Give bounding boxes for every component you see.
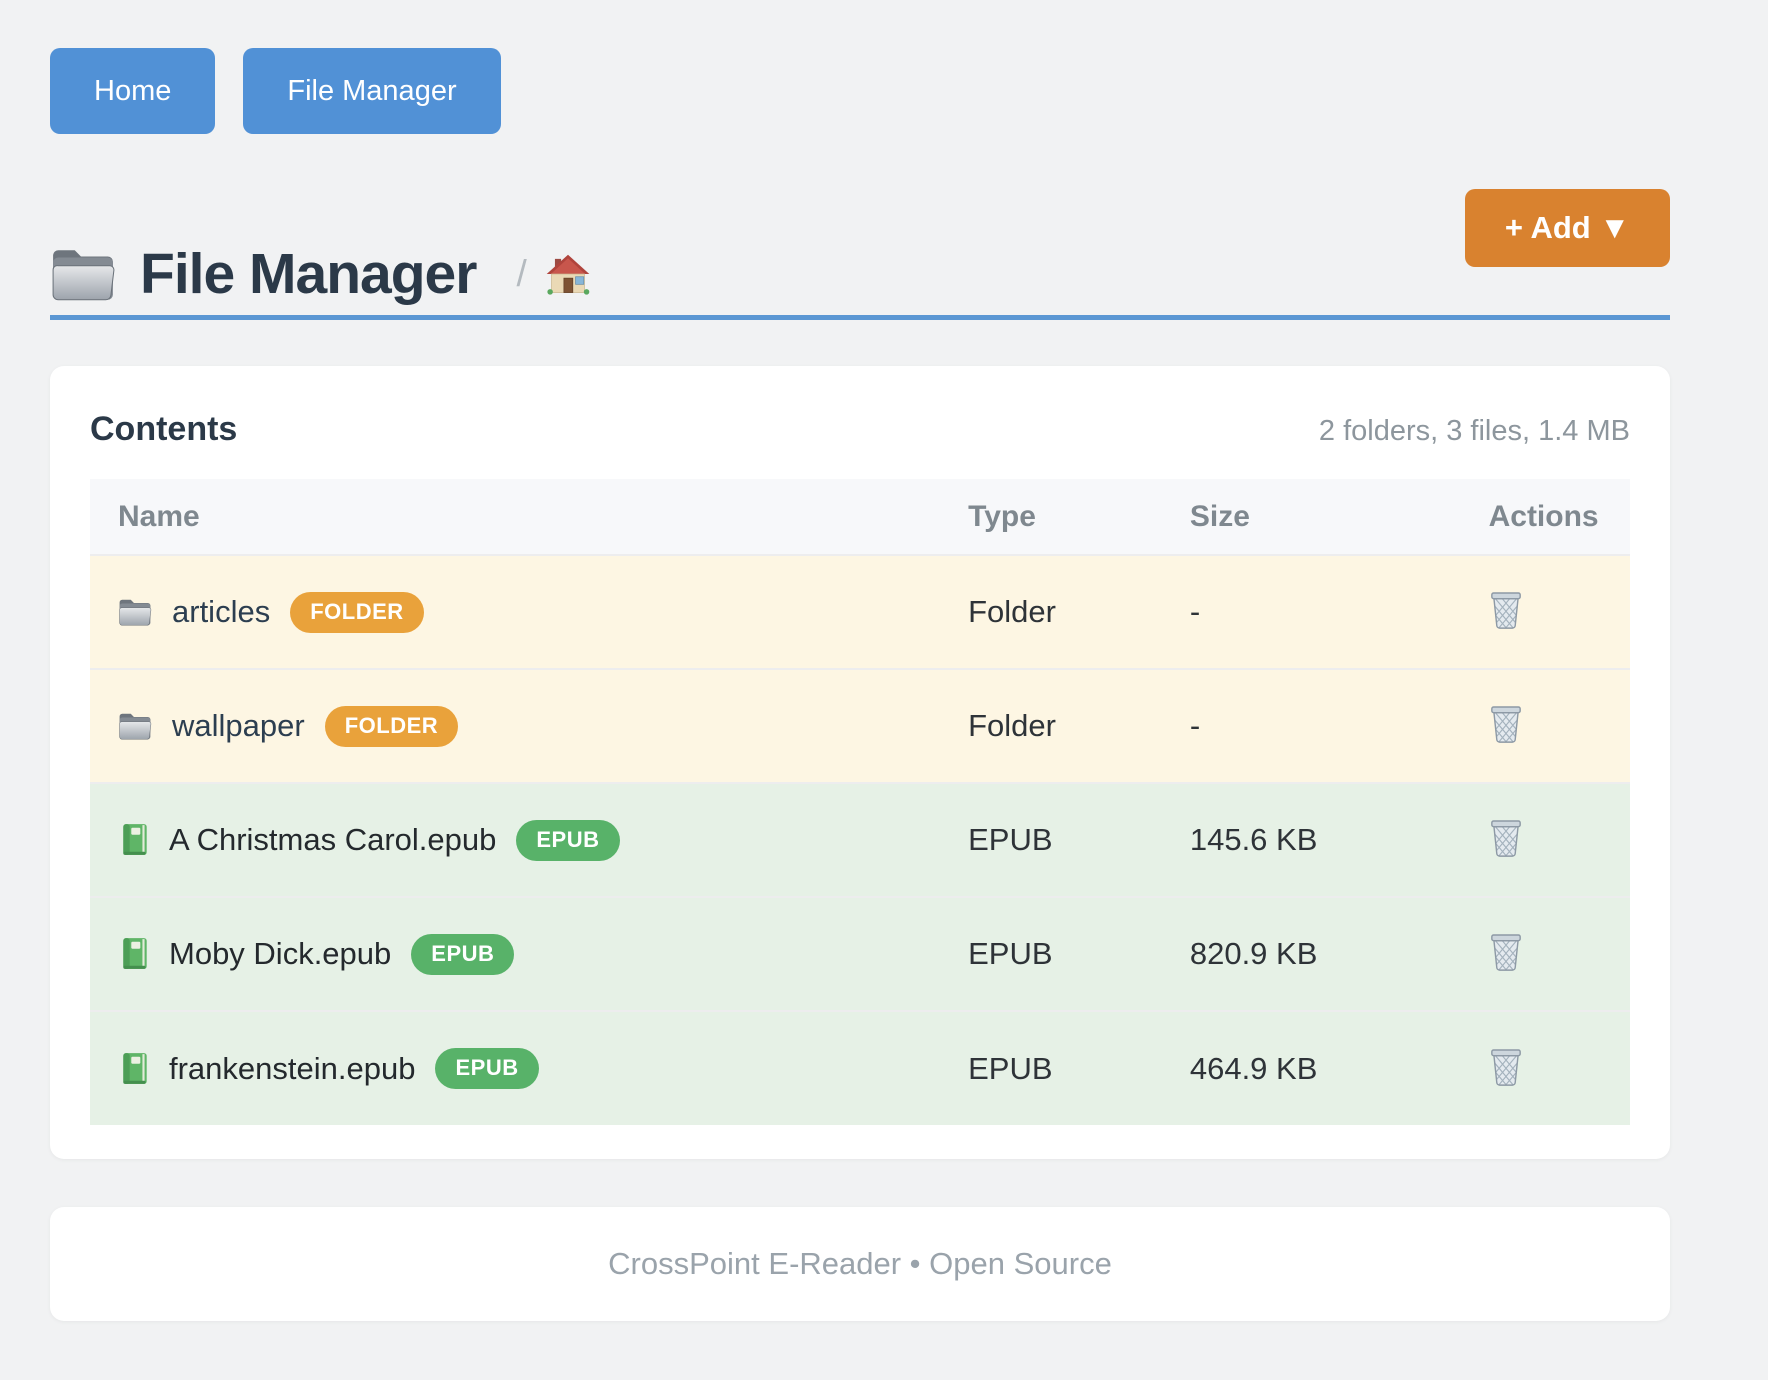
column-header-type: Type [940, 479, 1162, 555]
size-cell: 820.9 KB [1161, 897, 1461, 1011]
size-cell: 464.9 KB [1161, 1011, 1461, 1125]
table-row: frankenstein.epub EPUB EPUB 464.9 KB [90, 1011, 1630, 1125]
type-cell: EPUB [940, 783, 1162, 897]
green-book-icon [121, 823, 149, 857]
file-link[interactable]: frankenstein.epub [169, 1050, 416, 1086]
title-divider [50, 315, 1670, 320]
home-button[interactable]: Home [50, 48, 216, 134]
folder-badge: FOLDER [324, 705, 459, 747]
column-header-name: Name [90, 479, 941, 555]
folder-badge: FOLDER [290, 591, 424, 633]
file-table: Name Type Size Actions articles FOLDER F… [90, 479, 1630, 1125]
top-nav: Home File Manager [50, 48, 1670, 134]
footer-text: CrossPoint E-Reader • Open Source [608, 1246, 1112, 1281]
contents-summary: 2 folders, 3 files, 1.4 MB [1318, 415, 1630, 447]
file-manager-button[interactable]: File Manager [243, 48, 501, 134]
delete-button[interactable] [1485, 928, 1527, 976]
size-cell: 145.6 KB [1161, 783, 1461, 897]
page-title-group: File Manager / [50, 241, 591, 307]
table-row: Moby Dick.epub EPUB EPUB 820.9 KB [90, 897, 1630, 1011]
contents-card-header: Contents 2 folders, 3 files, 1.4 MB [90, 410, 1630, 449]
folder-link[interactable]: wallpaper [172, 708, 305, 743]
green-book-icon [121, 937, 149, 971]
type-cell: Folder [940, 555, 1162, 669]
trash-icon [1489, 704, 1523, 744]
type-cell: EPUB [940, 897, 1162, 1011]
trash-icon [1489, 932, 1523, 972]
delete-button[interactable] [1485, 1043, 1527, 1091]
table-row: wallpaper FOLDER Folder - [90, 669, 1630, 783]
file-link[interactable]: Moby Dick.epub [169, 936, 392, 971]
page-header: File Manager / + Add ▼ [50, 189, 1670, 307]
column-header-size: Size [1161, 479, 1461, 555]
type-cell: EPUB [940, 1011, 1162, 1125]
trash-icon [1489, 590, 1523, 630]
folder-icon [118, 710, 152, 742]
delete-button[interactable] [1485, 586, 1527, 634]
trash-icon [1489, 1047, 1523, 1087]
breadcrumb-home-link[interactable] [545, 252, 591, 296]
file-link[interactable]: A Christmas Carol.epub [169, 822, 497, 857]
size-cell: - [1161, 555, 1461, 669]
folder-icon [50, 245, 116, 303]
type-cell: Folder [940, 669, 1162, 783]
epub-badge: EPUB [435, 1048, 539, 1089]
column-header-actions: Actions [1460, 479, 1630, 555]
house-icon [545, 252, 591, 296]
table-row: A Christmas Carol.epub EPUB EPUB 145.6 K… [90, 783, 1630, 897]
page-title: File Manager [140, 242, 477, 306]
green-book-icon [121, 1052, 149, 1086]
table-header-row: Name Type Size Actions [90, 479, 1630, 555]
trash-icon [1489, 818, 1523, 858]
page: Home File Manager File Manager / + Add ▼… [50, 0, 1670, 1321]
contents-heading: Contents [90, 410, 238, 448]
size-cell: - [1161, 669, 1461, 783]
delete-button[interactable] [1485, 814, 1527, 862]
delete-button[interactable] [1485, 700, 1527, 748]
footer: CrossPoint E-Reader • Open Source [50, 1207, 1670, 1321]
epub-badge: EPUB [411, 933, 515, 975]
contents-card: Contents 2 folders, 3 files, 1.4 MB Name… [50, 366, 1670, 1159]
add-button[interactable]: + Add ▼ [1464, 189, 1670, 267]
folder-icon [118, 596, 152, 628]
breadcrumb-separator: / [516, 253, 527, 294]
epub-badge: EPUB [516, 819, 620, 861]
folder-link[interactable]: articles [172, 594, 271, 629]
table-row: articles FOLDER Folder - [90, 555, 1630, 669]
